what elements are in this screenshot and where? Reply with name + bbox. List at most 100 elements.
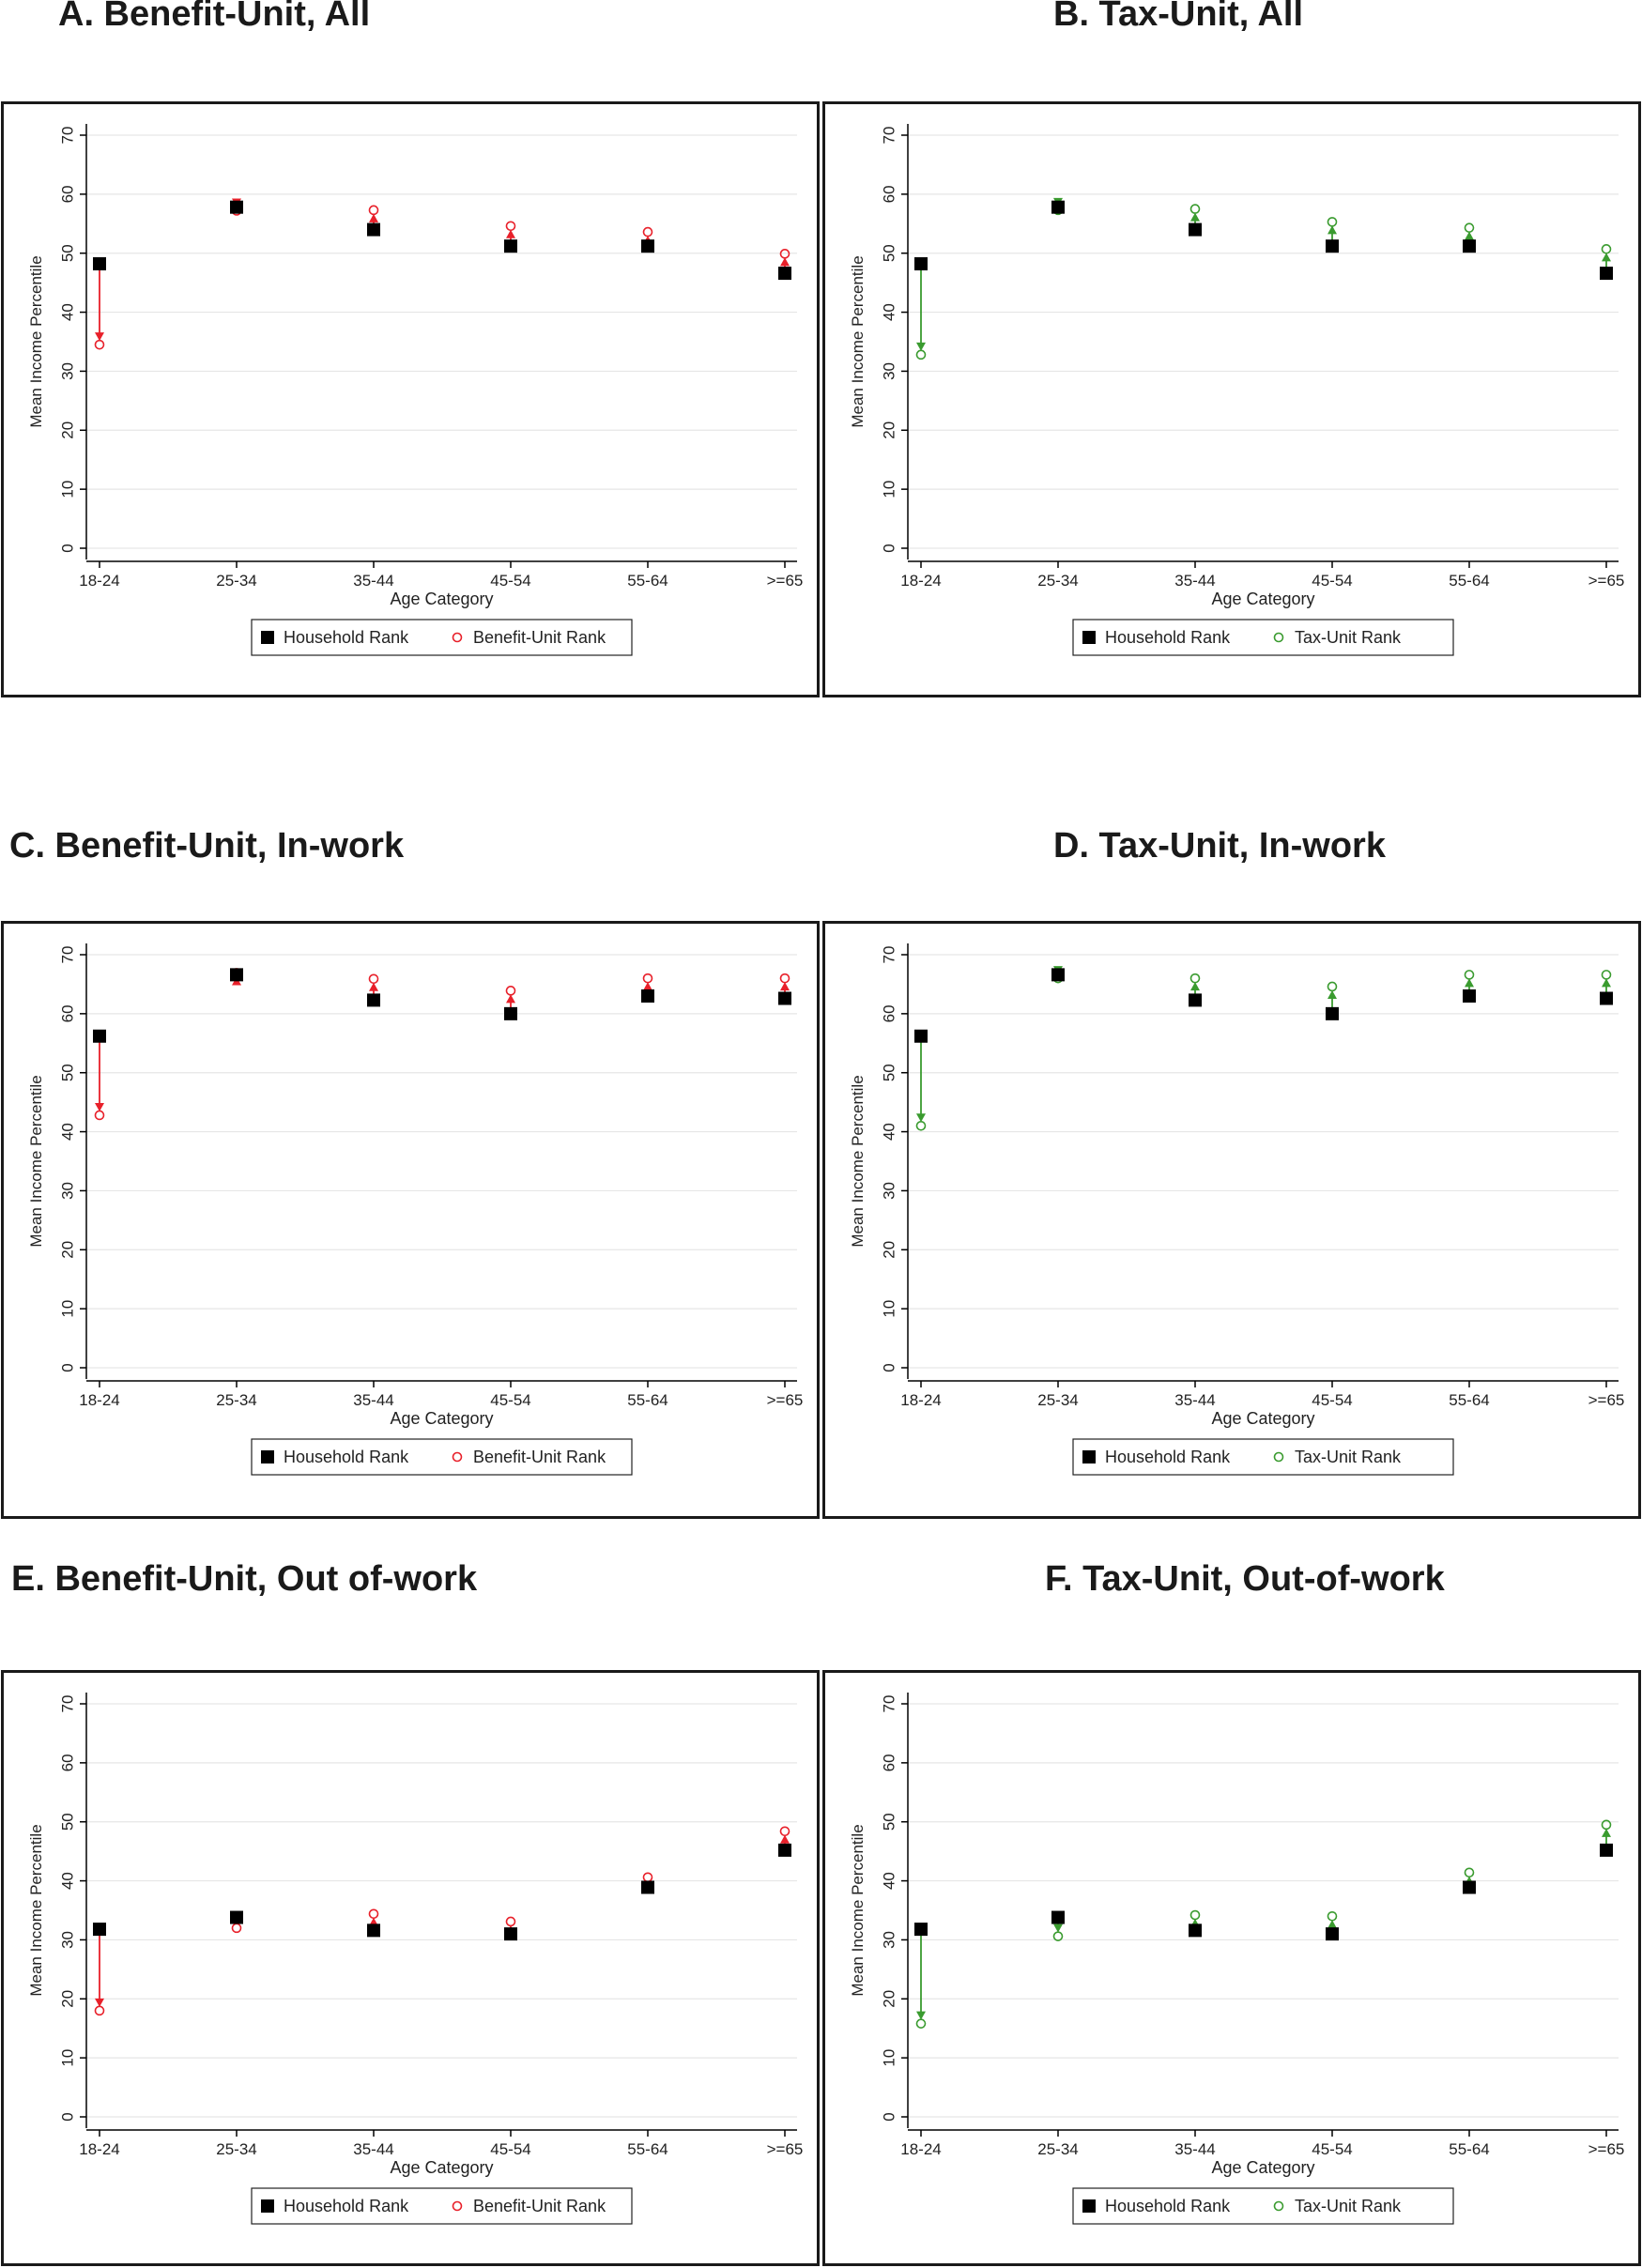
y-tick-label: 40: [881, 303, 898, 321]
x-tick-label: >=65: [1588, 572, 1625, 590]
data-point-household-rank: [504, 1006, 517, 1020]
y-tick-label: 40: [59, 1872, 77, 1890]
y-tick-label: 50: [881, 1813, 898, 1831]
legend-alt-label: Benefit-Unit Rank: [473, 2197, 606, 2215]
chart-svg: 0 10 20 30 40 50 60 70 18-24 25-34 35-44 45-54 55-64…: [27, 124, 803, 656]
panel-title-c: C. Benefit-Unit, In-work: [9, 826, 405, 866]
data-point-household-rank: [1051, 968, 1065, 982]
data-point-household-rank: [641, 239, 654, 253]
change-arrow-head: [1602, 1828, 1611, 1837]
legend-household-marker: [1082, 1450, 1096, 1463]
data-point-alt-rank: [1327, 217, 1338, 227]
change-arrow-head: [1327, 1920, 1337, 1929]
data-point-alt-rank: [779, 973, 790, 984]
y-tick-label: 0: [59, 2112, 77, 2121]
data-point-household-rank: [367, 993, 380, 1007]
change-arrow-head: [643, 982, 652, 991]
legend-alt-marker: [1273, 632, 1284, 643]
data-point-alt-rank: [94, 2005, 105, 2016]
legend-alt-label: Benefit-Unit Rank: [473, 628, 606, 647]
y-tick-label: 20: [59, 1990, 77, 2008]
change-arrow-head: [1053, 1923, 1063, 1933]
legend-household-marker: [1082, 631, 1096, 644]
y-tick-label: 0: [59, 1363, 77, 1372]
data-point-household-rank: [1326, 1006, 1339, 1020]
panel-title-f: F. Tax-Unit, Out-of-work: [1045, 1559, 1445, 1599]
data-point-alt-rank: [915, 2018, 927, 2029]
y-tick-label: 10: [881, 2049, 898, 2067]
data-point-household-rank: [1326, 1927, 1339, 1941]
x-tick-label: 55-64: [627, 572, 668, 590]
data-point-alt-rank: [1327, 1910, 1338, 1922]
data-point-alt-rank: [505, 986, 516, 996]
change-arrow-head: [780, 982, 790, 991]
x-tick-label: 35-44: [353, 572, 393, 590]
x-tick-label: 55-64: [1449, 1391, 1489, 1409]
data-point-alt-rank: [94, 1110, 105, 1121]
data-point-household-rank: [914, 1923, 928, 1937]
legend-alt-marker: [1273, 1451, 1284, 1463]
y-tick-label: 70: [59, 1695, 77, 1713]
data-point-alt-rank: [1189, 1909, 1201, 1921]
change-arrow-head: [1190, 982, 1200, 991]
y-tick-label: 20: [881, 1990, 898, 2008]
data-point-alt-rank: [1601, 1819, 1612, 1831]
legend-household-marker: [261, 2199, 274, 2213]
data-point-alt-rank: [779, 1826, 790, 1837]
change-arrow-head: [1465, 231, 1474, 240]
data-point-household-rank: [1189, 1923, 1202, 1938]
y-tick-label: 30: [59, 1931, 77, 1949]
x-tick-label: 45-54: [1312, 1391, 1352, 1409]
change-arrow-head: [780, 1834, 790, 1844]
legend-box: [1072, 1438, 1454, 1476]
change-arrow-head: [506, 994, 515, 1004]
x-tick-label: 25-34: [216, 2140, 256, 2158]
change-arrow-head: [369, 982, 378, 991]
data-point-household-rank: [1051, 200, 1065, 214]
legend-household-label: Household Rank: [284, 1448, 409, 1466]
y-tick-label: 60: [881, 1754, 898, 1771]
data-point-household-rank: [778, 1843, 791, 1857]
y-tick-label: 50: [59, 1813, 77, 1831]
data-point-alt-rank: [1189, 973, 1201, 984]
y-tick-label: 30: [881, 1931, 898, 1949]
legend-household-label: Household Rank: [1105, 628, 1231, 647]
change-arrow-head: [369, 213, 378, 222]
data-point-household-rank: [1600, 1843, 1613, 1857]
x-axis-label: Age Category: [1211, 2158, 1314, 2177]
legend-household-label: Household Rank: [1105, 1448, 1231, 1466]
legend-household-label: Household Rank: [284, 2197, 409, 2215]
data-point-alt-rank: [231, 1923, 242, 1934]
data-point-alt-rank: [1189, 204, 1201, 214]
x-tick-label: 55-64: [1449, 572, 1489, 590]
x-axis-label: Age Category: [1211, 590, 1314, 608]
data-point-household-rank: [1600, 267, 1613, 281]
x-tick-label: 45-54: [490, 572, 530, 590]
change-arrow-head: [1602, 978, 1611, 988]
y-axis-label: Mean Income Percentile: [27, 1824, 45, 1996]
change-arrow-head: [506, 229, 515, 238]
y-tick-label: 10: [59, 1300, 77, 1318]
change-arrow-head: [916, 1113, 926, 1123]
legend-alt-marker: [1273, 2200, 1284, 2212]
x-tick-label: 55-64: [627, 1391, 668, 1409]
change-arrow-head: [1327, 225, 1337, 235]
data-point-alt-rank: [368, 205, 379, 216]
x-tick-label: 25-34: [1037, 2140, 1078, 2158]
y-tick-label: 70: [59, 127, 77, 145]
change-arrow-head: [1327, 989, 1337, 999]
change-arrow-head: [916, 2011, 926, 2020]
data-point-household-rank: [504, 1927, 517, 1941]
data-point-household-rank: [93, 1029, 106, 1043]
legend-alt-label: Tax-Unit Rank: [1295, 2197, 1402, 2215]
legend-box: [1072, 619, 1454, 656]
chart-panel-e: 0 10 20 30 40 50 60 70 18-24 25-34 35-44 45-54 55-64…: [1, 1670, 820, 2266]
y-tick-label: 60: [881, 1004, 898, 1022]
data-point-household-rank: [1600, 991, 1613, 1005]
y-tick-label: 70: [881, 127, 898, 145]
data-point-household-rank: [230, 1910, 243, 1924]
y-axis-label: Mean Income Percentile: [27, 255, 45, 427]
change-arrow-head: [1190, 212, 1200, 222]
data-point-household-rank: [1463, 989, 1476, 1003]
x-tick-label: 45-54: [1312, 2140, 1352, 2158]
